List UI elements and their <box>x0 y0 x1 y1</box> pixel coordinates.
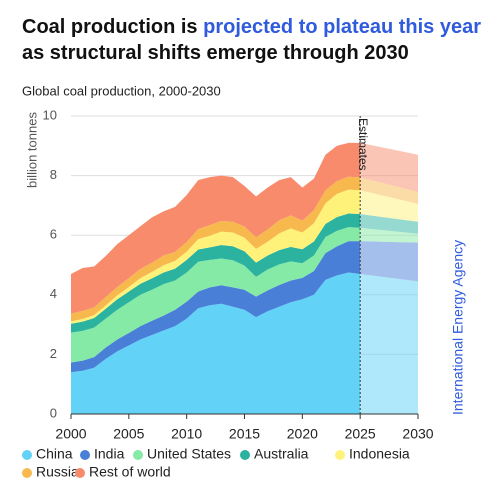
area <box>71 213 418 333</box>
source: International Energy Agency <box>450 240 466 415</box>
legend-label: China <box>36 446 73 462</box>
y-tick-label: 2 <box>50 346 57 361</box>
legend-swatch <box>240 450 250 460</box>
x-tick-label: 2015 <box>229 426 260 442</box>
area <box>71 272 418 414</box>
y-tick-label: 4 <box>50 286 57 301</box>
legend-label: Rest of world <box>89 464 171 480</box>
area <box>71 176 418 322</box>
x-tick-label: 2025 <box>345 426 376 442</box>
legend-swatch <box>75 468 85 478</box>
title-part: as structural shifts emerge through 2030 <box>22 42 409 64</box>
x-tick-label: 2030 <box>402 426 433 442</box>
legend-swatch <box>22 450 32 460</box>
legend-label: Indonesia <box>349 446 410 462</box>
x-tick-label: 2020 <box>287 426 318 442</box>
y-axis-label: billion tonnes <box>24 112 39 188</box>
legend-swatch <box>22 468 32 478</box>
legend-swatch <box>133 450 143 460</box>
legend-label: Australia <box>254 446 309 462</box>
x-tick-label: 2005 <box>113 426 144 442</box>
legend-swatch <box>335 450 345 460</box>
x-tick-label: 2010 <box>171 426 202 442</box>
legend-label: Russia <box>36 464 79 480</box>
legend-label: United States <box>147 446 231 462</box>
y-tick-label: 6 <box>50 227 57 242</box>
legend-swatch <box>80 450 90 460</box>
y-tick-label: 0 <box>50 405 57 420</box>
y-tick-label: 10 <box>43 107 57 122</box>
legend-label: India <box>94 446 125 462</box>
title-highlight: projected to plateau this year <box>203 16 481 38</box>
x-tick-label: 2000 <box>55 426 86 442</box>
y-tick-label: 8 <box>50 167 57 182</box>
annotation: Estimates <box>356 118 370 171</box>
area <box>71 227 418 363</box>
area <box>71 142 418 314</box>
chart-title: Coal production is projected to plateau … <box>22 14 482 66</box>
subtitle: Global coal production, 2000-2030 <box>22 83 221 98</box>
area <box>71 189 418 324</box>
area <box>71 241 418 373</box>
title-part: Coal production is <box>22 16 204 38</box>
